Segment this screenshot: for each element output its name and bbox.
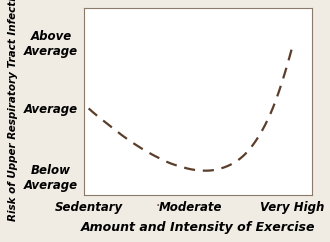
X-axis label: Amount and Intensity of Exercise: Amount and Intensity of Exercise xyxy=(81,221,315,234)
Y-axis label: Risk of Upper Respiratory Tract Infection: Risk of Upper Respiratory Tract Infectio… xyxy=(8,0,18,221)
Text: ·: · xyxy=(155,198,160,212)
